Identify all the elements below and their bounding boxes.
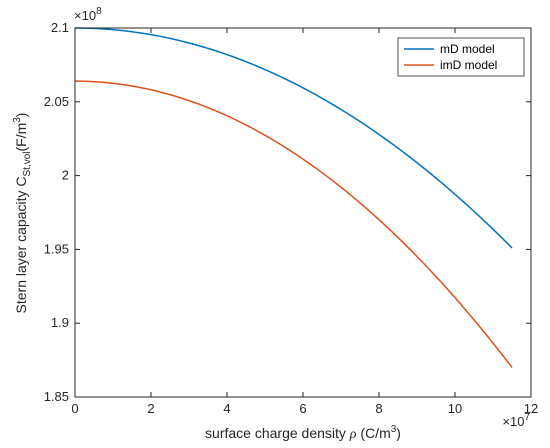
y-tick-label: 1.85 bbox=[44, 389, 69, 404]
x-tick-label: 2 bbox=[147, 401, 154, 416]
series-line-0 bbox=[74, 27, 513, 249]
y-tick-label: 2.1 bbox=[51, 20, 69, 35]
y-axis-label: Stern layer capacity CSt,vol(F/m3) bbox=[12, 113, 33, 314]
x-tick-label: 12 bbox=[524, 401, 538, 416]
y-tick-label: 1.95 bbox=[44, 241, 69, 256]
y-tick-label: 2.05 bbox=[44, 94, 69, 109]
legend-label-1: imD model bbox=[440, 58, 497, 72]
series-line-1 bbox=[74, 80, 513, 368]
y-exponent: ×108 bbox=[74, 6, 102, 23]
x-axis-label: surface charge density ρ (C/m3) bbox=[205, 424, 401, 442]
x-tick-label: 0 bbox=[71, 401, 78, 416]
x-tick-label: 6 bbox=[299, 401, 306, 416]
y-tick-label: 2 bbox=[62, 168, 69, 183]
x-tick-label: 4 bbox=[223, 401, 230, 416]
legend-box bbox=[397, 37, 525, 77]
y-tick-label: 1.9 bbox=[51, 315, 69, 330]
legend-label-0: mD model bbox=[440, 42, 495, 56]
x-exponent: ×107 bbox=[502, 412, 530, 429]
x-tick-label: 10 bbox=[448, 401, 462, 416]
x-tick-label: 8 bbox=[375, 401, 382, 416]
